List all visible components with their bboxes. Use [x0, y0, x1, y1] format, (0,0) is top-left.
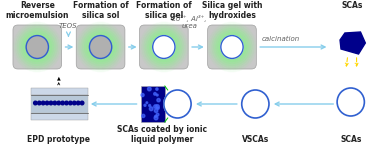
FancyBboxPatch shape	[139, 25, 188, 69]
Circle shape	[337, 88, 364, 116]
Circle shape	[57, 101, 60, 105]
Circle shape	[65, 101, 68, 105]
Circle shape	[23, 32, 52, 62]
Circle shape	[149, 104, 151, 107]
Circle shape	[156, 94, 158, 96]
Circle shape	[17, 26, 57, 68]
Circle shape	[78, 24, 123, 70]
Bar	[31, 113, 88, 120]
Circle shape	[155, 115, 157, 118]
FancyBboxPatch shape	[76, 25, 125, 69]
Circle shape	[34, 101, 37, 105]
Circle shape	[81, 26, 121, 68]
Circle shape	[210, 24, 254, 70]
Text: SCAs: SCAs	[340, 135, 361, 144]
Circle shape	[13, 22, 61, 72]
Text: ▲: ▲	[57, 75, 60, 80]
Circle shape	[151, 34, 177, 60]
Polygon shape	[340, 32, 366, 54]
Bar	[141, 86, 165, 122]
Text: calcination: calcination	[262, 36, 300, 42]
Circle shape	[156, 105, 159, 108]
Bar	[31, 88, 88, 95]
Circle shape	[214, 28, 250, 66]
Text: SCAs coated by ionic
liquid polymer: SCAs coated by ionic liquid polymer	[117, 125, 207, 144]
Circle shape	[15, 24, 59, 70]
Circle shape	[53, 101, 57, 105]
Circle shape	[212, 26, 252, 68]
Circle shape	[19, 28, 56, 66]
Circle shape	[141, 93, 144, 97]
Text: VSCAs: VSCAs	[242, 135, 269, 144]
Circle shape	[21, 30, 54, 64]
Circle shape	[144, 26, 184, 68]
Circle shape	[140, 22, 188, 72]
Circle shape	[86, 32, 115, 62]
Circle shape	[221, 36, 243, 58]
Circle shape	[42, 101, 45, 105]
Circle shape	[154, 105, 157, 108]
Circle shape	[215, 30, 248, 64]
Text: Silica gel with
hydroxides: Silica gel with hydroxides	[202, 1, 262, 20]
Circle shape	[147, 87, 151, 91]
Circle shape	[76, 22, 125, 72]
Circle shape	[154, 116, 158, 120]
Circle shape	[147, 30, 180, 64]
Circle shape	[76, 101, 80, 105]
Circle shape	[154, 109, 158, 112]
Circle shape	[82, 28, 119, 66]
FancyBboxPatch shape	[208, 25, 256, 69]
Circle shape	[49, 101, 53, 105]
Text: Co²⁺, Al³⁺,
urea: Co²⁺, Al³⁺, urea	[171, 15, 207, 29]
Text: SCAs: SCAs	[341, 1, 363, 10]
Circle shape	[88, 34, 113, 60]
Circle shape	[69, 101, 72, 105]
Circle shape	[26, 36, 48, 58]
Text: Reverse
microemulsion: Reverse microemulsion	[6, 1, 69, 20]
Circle shape	[164, 90, 191, 118]
Circle shape	[208, 22, 256, 72]
Circle shape	[153, 36, 175, 58]
Circle shape	[242, 90, 269, 118]
Circle shape	[157, 98, 160, 102]
Circle shape	[61, 101, 64, 105]
Circle shape	[156, 113, 159, 116]
Circle shape	[146, 28, 182, 66]
Circle shape	[149, 107, 153, 111]
Text: Formation of
silica sol: Formation of silica sol	[73, 1, 129, 20]
Circle shape	[219, 34, 245, 60]
Circle shape	[90, 36, 112, 58]
Circle shape	[144, 104, 146, 106]
Circle shape	[157, 107, 159, 109]
Bar	[31, 95, 88, 113]
FancyBboxPatch shape	[13, 25, 62, 69]
Circle shape	[146, 102, 148, 104]
Circle shape	[73, 101, 76, 105]
Circle shape	[154, 93, 156, 95]
Circle shape	[142, 24, 186, 70]
Circle shape	[142, 114, 145, 118]
Text: EPD prototype: EPD prototype	[27, 135, 90, 144]
Circle shape	[81, 101, 84, 105]
Text: TEOS: TEOS	[59, 23, 78, 29]
Text: Formation of
silica gel: Formation of silica gel	[136, 1, 192, 20]
Circle shape	[156, 88, 158, 90]
Circle shape	[25, 34, 50, 60]
Circle shape	[37, 101, 41, 105]
Circle shape	[45, 101, 49, 105]
Circle shape	[217, 32, 246, 62]
Circle shape	[149, 32, 178, 62]
Circle shape	[84, 30, 117, 64]
